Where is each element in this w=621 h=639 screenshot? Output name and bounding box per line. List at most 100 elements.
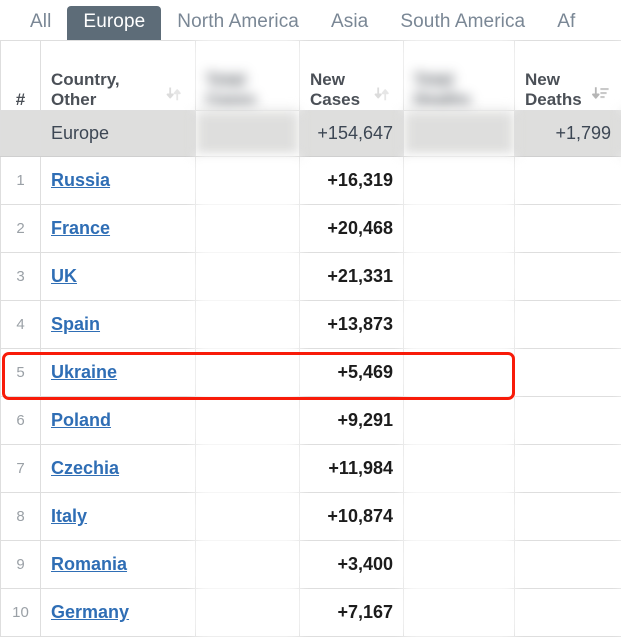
country-link[interactable]: Poland (51, 410, 112, 430)
row-new-deaths: +56 (514, 588, 621, 637)
row-country[interactable]: UK (40, 252, 196, 301)
table-row[interactable]: 10 Germany +7,167 +56 (0, 588, 621, 637)
table-scroll-container[interactable]: # Country, Other (0, 40, 621, 637)
country-link[interactable]: Czechia (51, 458, 120, 478)
row-total-cases (195, 540, 300, 589)
row-new-cases: +16,319 (299, 156, 404, 205)
row-country[interactable]: Romania (40, 540, 196, 589)
row-total-cases (195, 252, 300, 301)
table-row[interactable]: 4 Spain +13,873 +218 (0, 300, 621, 349)
column-header-total-deaths[interactable]: Total Deaths (403, 40, 515, 111)
row-rank: 7 (0, 444, 41, 493)
sort-both-icon[interactable] (165, 84, 185, 109)
country-stats-table: # Country, Other (0, 40, 621, 637)
summary-region-name: Europe (40, 110, 196, 157)
table-row[interactable]: 7 Czechia +11,984 +106 (0, 444, 621, 493)
row-country[interactable]: Ukraine (40, 348, 196, 397)
row-total-deaths (403, 588, 515, 637)
tab-europe[interactable]: Europe (67, 6, 162, 40)
row-total-cases (195, 588, 300, 637)
row-new-deaths: +65 (514, 540, 621, 589)
table-row[interactable]: 2 France +20,468 +262 (0, 204, 621, 253)
row-country[interactable]: Russia (40, 156, 196, 205)
row-country[interactable]: Czechia (40, 444, 196, 493)
row-total-deaths (403, 444, 515, 493)
sort-desc-icon[interactable] (591, 84, 611, 109)
row-rank: 2 (0, 204, 41, 253)
row-country[interactable]: Poland (40, 396, 196, 445)
summary-new-deaths: +1,799 (514, 110, 621, 157)
row-total-cases (195, 204, 300, 253)
table-row[interactable]: 1 Russia +16,319 +269 (0, 156, 621, 205)
row-country[interactable]: France (40, 204, 196, 253)
column-header-total-cases-label: Total Cases (206, 69, 257, 109)
table-row[interactable]: 8 Italy +10,874 +89 (0, 492, 621, 541)
row-new-cases: +11,984 (299, 444, 404, 493)
tab-africa[interactable]: Af (557, 11, 576, 32)
country-link[interactable]: Ukraine (51, 362, 118, 382)
row-total-deaths (403, 300, 515, 349)
row-total-cases (195, 348, 300, 397)
column-header-new-cases-label: New Cases (310, 69, 361, 109)
row-new-cases: +10,874 (299, 492, 404, 541)
row-rank: 6 (0, 396, 41, 445)
continent-tab-bar: All Europe North America Asia South Amer… (0, 0, 621, 40)
summary-total-cases (195, 110, 300, 157)
row-new-cases: +13,873 (299, 300, 404, 349)
row-new-deaths: +218 (514, 300, 621, 349)
table-header-row: # Country, Other (0, 40, 621, 111)
summary-rank (0, 110, 41, 157)
row-rank: 8 (0, 492, 41, 541)
column-header-country[interactable]: Country, Other (40, 40, 196, 111)
row-total-deaths (403, 204, 515, 253)
row-rank: 3 (0, 252, 41, 301)
summary-row-europe: Europe +154,647 +1,799 (0, 110, 621, 157)
row-total-deaths (403, 252, 515, 301)
row-total-deaths (403, 156, 515, 205)
row-total-deaths (403, 348, 515, 397)
column-header-rank[interactable]: # (0, 40, 41, 111)
row-country[interactable]: Italy (40, 492, 196, 541)
row-new-deaths: +106 (514, 444, 621, 493)
sort-both-icon[interactable] (373, 84, 393, 109)
row-total-deaths (403, 396, 515, 445)
country-link[interactable]: Italy (51, 506, 88, 526)
table-header: # Country, Other (0, 40, 621, 111)
row-new-cases: +21,331 (299, 252, 404, 301)
summary-new-cases: +154,647 (299, 110, 404, 157)
row-new-cases: +3,400 (299, 540, 404, 589)
row-total-cases (195, 396, 300, 445)
table-row[interactable]: 6 Poland +9,291 +107 (0, 396, 621, 445)
column-header-new-deaths[interactable]: New Deaths (514, 40, 621, 111)
table-row[interactable]: 9 Romania +3,400 +65 (0, 540, 621, 589)
tab-all[interactable]: All (30, 11, 52, 32)
row-new-deaths: +262 (514, 204, 621, 253)
country-link[interactable]: Spain (51, 314, 101, 334)
tab-north-america[interactable]: North America (177, 11, 299, 32)
table-body: Europe +154,647 +1,799 1 Russia +16,319 … (0, 110, 621, 637)
row-total-cases (195, 492, 300, 541)
country-link[interactable]: Germany (51, 602, 130, 622)
tab-south-america[interactable]: South America (400, 11, 526, 32)
row-rank: 1 (0, 156, 41, 205)
table-row-highlighted[interactable]: 5 Ukraine +5,469 +113 (0, 348, 621, 397)
column-header-new-cases[interactable]: New Cases (299, 40, 404, 111)
row-total-deaths (403, 540, 515, 589)
row-rank: 5 (0, 348, 41, 397)
country-link[interactable]: Romania (51, 554, 128, 574)
table-row[interactable]: 3 UK +21,331 +241 (0, 252, 621, 301)
row-new-cases: +7,167 (299, 588, 404, 637)
column-header-total-cases[interactable]: Total Cases (195, 40, 300, 111)
row-country[interactable]: Spain (40, 300, 196, 349)
row-rank: 10 (0, 588, 41, 637)
country-link[interactable]: France (51, 218, 111, 238)
row-new-deaths: +107 (514, 396, 621, 445)
row-country[interactable]: Germany (40, 588, 196, 637)
column-header-country-label: Country, Other (51, 69, 120, 109)
country-link[interactable]: UK (51, 266, 77, 286)
row-new-deaths: +113 (514, 348, 621, 397)
country-link[interactable]: Russia (51, 170, 111, 190)
tab-asia[interactable]: Asia (330, 11, 369, 32)
row-new-deaths: +269 (514, 156, 621, 205)
summary-total-deaths (403, 110, 515, 157)
